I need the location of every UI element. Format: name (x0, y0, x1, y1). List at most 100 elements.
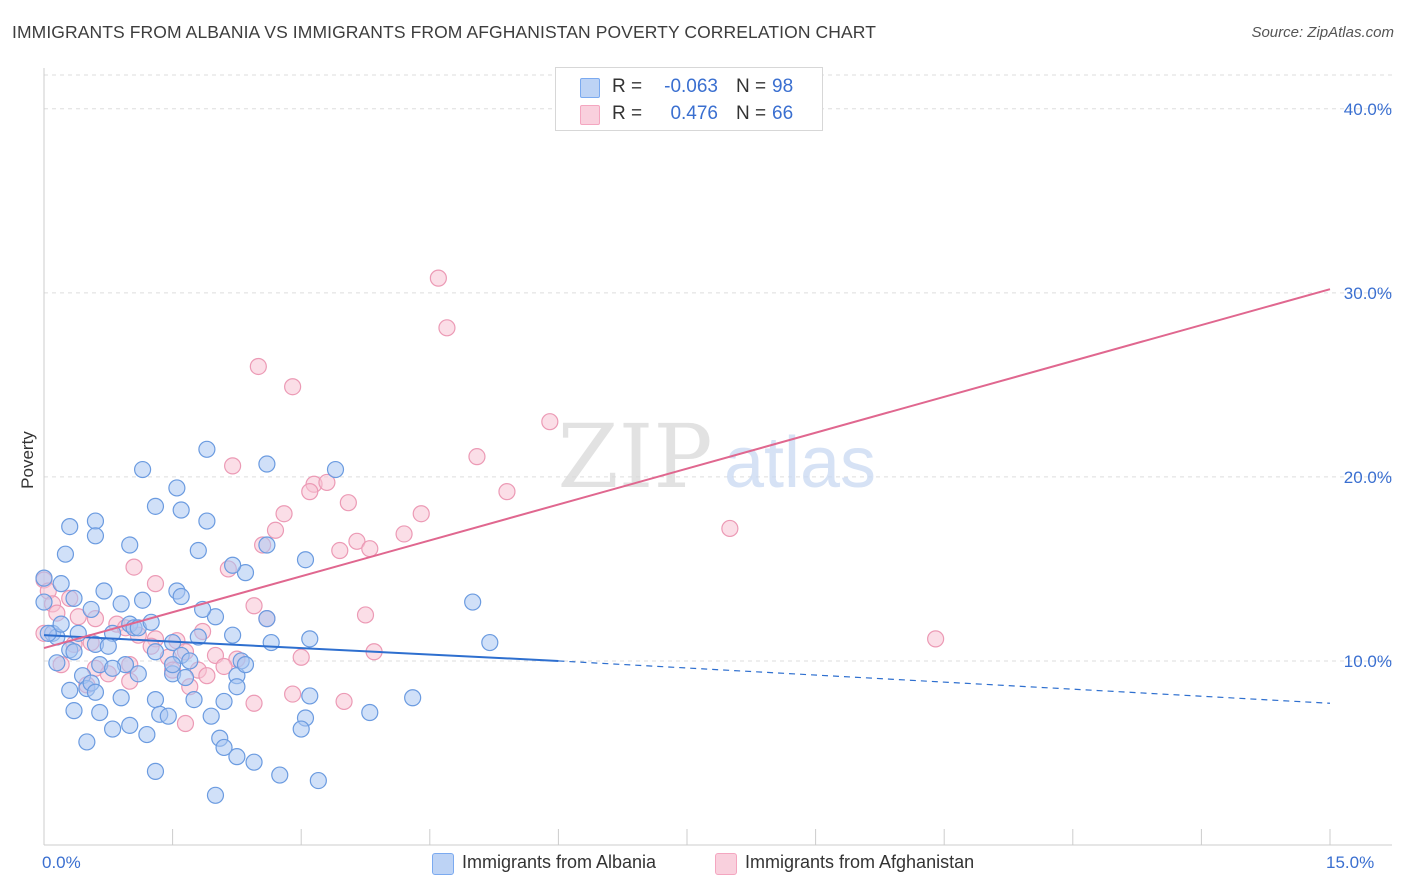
afghanistan-trend-line (43, 288, 1331, 650)
afghanistan-point (266, 521, 285, 539)
albania-point (61, 681, 79, 700)
albania-point (189, 541, 207, 560)
y-tick-label: 20.0% (1344, 468, 1392, 487)
albania-point (206, 786, 225, 804)
albania-point (52, 575, 70, 593)
n-label: N = (736, 103, 767, 124)
albania-point (168, 479, 186, 497)
albania-point (61, 517, 79, 536)
albania-point (35, 593, 53, 611)
afghanistan-point (331, 541, 349, 560)
legend-row-afghanistan: R = 0.476 N = 66 (556, 101, 822, 127)
albania-point (301, 630, 319, 648)
albania-point (228, 748, 246, 766)
watermark: ZIP atlas (557, 405, 876, 508)
chart-title: IMMIGRANTS FROM ALBANIA VS IMMIGRANTS FR… (12, 22, 876, 42)
r-value: -0.063 (664, 76, 718, 97)
afghanistan-point (198, 667, 216, 685)
afghanistan-point (412, 505, 430, 523)
albania-point (326, 460, 345, 479)
albania-point (271, 766, 289, 784)
axes (43, 68, 1392, 846)
albania-point (35, 569, 53, 587)
albania-point (258, 455, 276, 473)
albania-point (176, 668, 195, 687)
albania-point (236, 656, 255, 674)
x-tick-label-max: 15.0% (1326, 853, 1375, 872)
albania-point (301, 687, 319, 705)
afghanistan-point (245, 597, 263, 615)
albania-points (35, 440, 499, 804)
r-label: R = (612, 76, 643, 97)
albania-point (112, 689, 130, 707)
albania-point (361, 703, 379, 722)
albania-point (56, 545, 75, 563)
afghanistan-point (348, 532, 366, 550)
albania-point (103, 659, 122, 677)
albania-point (146, 691, 165, 709)
albania-point (224, 626, 242, 644)
afghanistan-point (215, 657, 233, 676)
albania-point (91, 703, 109, 722)
albania-point (309, 771, 327, 790)
r-label: R = (612, 103, 643, 124)
x-tick-label-min: 0.0% (42, 853, 81, 872)
n-value: 98 (772, 76, 794, 97)
albania-point (172, 587, 190, 606)
albania-point (133, 591, 152, 609)
albania-point (206, 608, 225, 626)
albania-point (86, 683, 105, 701)
albania-legend-swatch (432, 853, 454, 875)
albania-point (95, 582, 113, 600)
albania-point (215, 692, 233, 711)
afghanistan-point (284, 685, 302, 703)
albania-point (164, 656, 182, 674)
afghanistan-point (249, 357, 267, 376)
albania-point (65, 702, 83, 720)
afghanistan-point (356, 606, 375, 624)
albania-point (146, 643, 165, 661)
afghanistan-point (721, 519, 739, 538)
y-tick-label: 10.0% (1344, 652, 1392, 671)
albania-point (258, 536, 276, 554)
albania-point (181, 652, 199, 670)
y-tick-label: 30.0% (1344, 284, 1392, 303)
afghanistan-point (176, 714, 195, 733)
afghanistan-point (927, 630, 945, 648)
albania-point (185, 691, 203, 709)
afghanistan-point (335, 692, 353, 711)
trend-lines (43, 288, 1331, 704)
afghanistan-point (292, 648, 310, 666)
albania-point (296, 551, 315, 569)
albania-point (82, 600, 100, 619)
albania-point (52, 615, 70, 633)
albania-point (39, 624, 57, 642)
albania-point (228, 678, 246, 696)
legend-stats: R = -0.063 N = 98 R = 0.476 N = 66 (555, 67, 823, 131)
afghanistan-point (125, 558, 143, 576)
afghanistan-point (224, 457, 242, 475)
legend-row-albania: R = -0.063 N = 98 (556, 74, 822, 100)
albania-trend-line (43, 634, 559, 662)
albania-point (198, 440, 216, 458)
afghanistan-point (301, 483, 319, 501)
albania-point (99, 637, 117, 655)
albania-point (65, 589, 83, 607)
albania-point (129, 665, 147, 683)
albania-point (464, 593, 482, 611)
albania-point (245, 753, 263, 771)
albania-point (133, 460, 152, 479)
albania-point (65, 643, 83, 661)
afghanistan-point (146, 575, 165, 593)
albania-point (48, 654, 66, 672)
albania-point (121, 536, 139, 554)
afghanistan-point (541, 413, 559, 431)
afghanistan-point (284, 378, 302, 396)
albania-swatch (580, 78, 600, 98)
y-tick-labels: 10.0% 20.0% 30.0% 40.0% (1344, 100, 1392, 671)
afghanistan-point (275, 505, 293, 523)
y-axis-label-box: Poverty (8, 431, 48, 489)
albania-point (202, 707, 220, 725)
albania-point (78, 733, 96, 751)
r-value: 0.476 (670, 103, 718, 124)
